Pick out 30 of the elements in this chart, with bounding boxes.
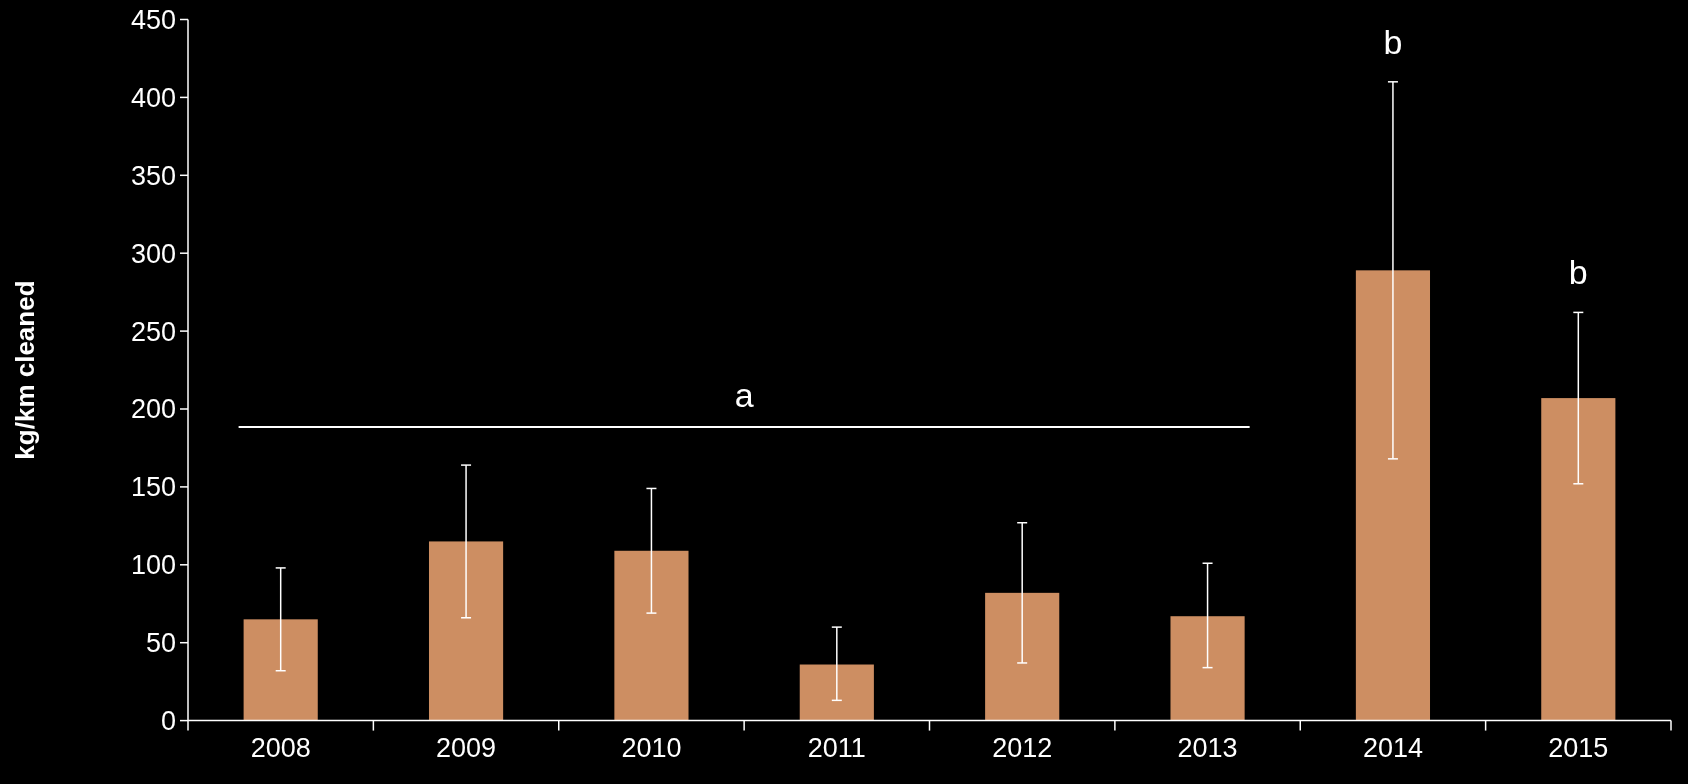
bar	[428, 541, 504, 721]
y-tick-label: 100	[130, 550, 176, 581]
x-tick-label: 2011	[807, 732, 866, 763]
x-tick-label: 2010	[621, 732, 682, 763]
y-tick-label: 250	[130, 316, 176, 347]
bar	[985, 592, 1060, 721]
x-tick-label: 2013	[1177, 732, 1238, 763]
x-tick-label: 2015	[1548, 732, 1609, 763]
y-axis-title: kg/km cleaned	[10, 280, 40, 460]
annotation: b	[1383, 22, 1403, 61]
y-tick-label: 300	[130, 238, 176, 269]
y-tick-label: 400	[130, 82, 176, 113]
bar	[243, 619, 318, 721]
y-tick-label: 450	[130, 4, 176, 35]
y-tick-label: 50	[145, 628, 176, 659]
annotation: b	[1568, 253, 1588, 292]
bar	[799, 664, 874, 721]
x-tick-label: 2008	[250, 732, 311, 763]
bar	[1355, 270, 1431, 721]
bar	[1170, 616, 1245, 721]
annotation: a	[734, 376, 754, 415]
x-tick-label: 2009	[436, 732, 497, 763]
y-tick-label: 350	[130, 160, 176, 191]
y-tick-label: 0	[160, 706, 176, 737]
bar	[614, 550, 689, 721]
x-tick-label: 2012	[992, 732, 1053, 763]
x-tick-label: 2014	[1362, 732, 1423, 763]
y-tick-label: 200	[130, 394, 176, 425]
y-tick-label: 150	[130, 472, 176, 503]
bar	[1541, 398, 1616, 721]
